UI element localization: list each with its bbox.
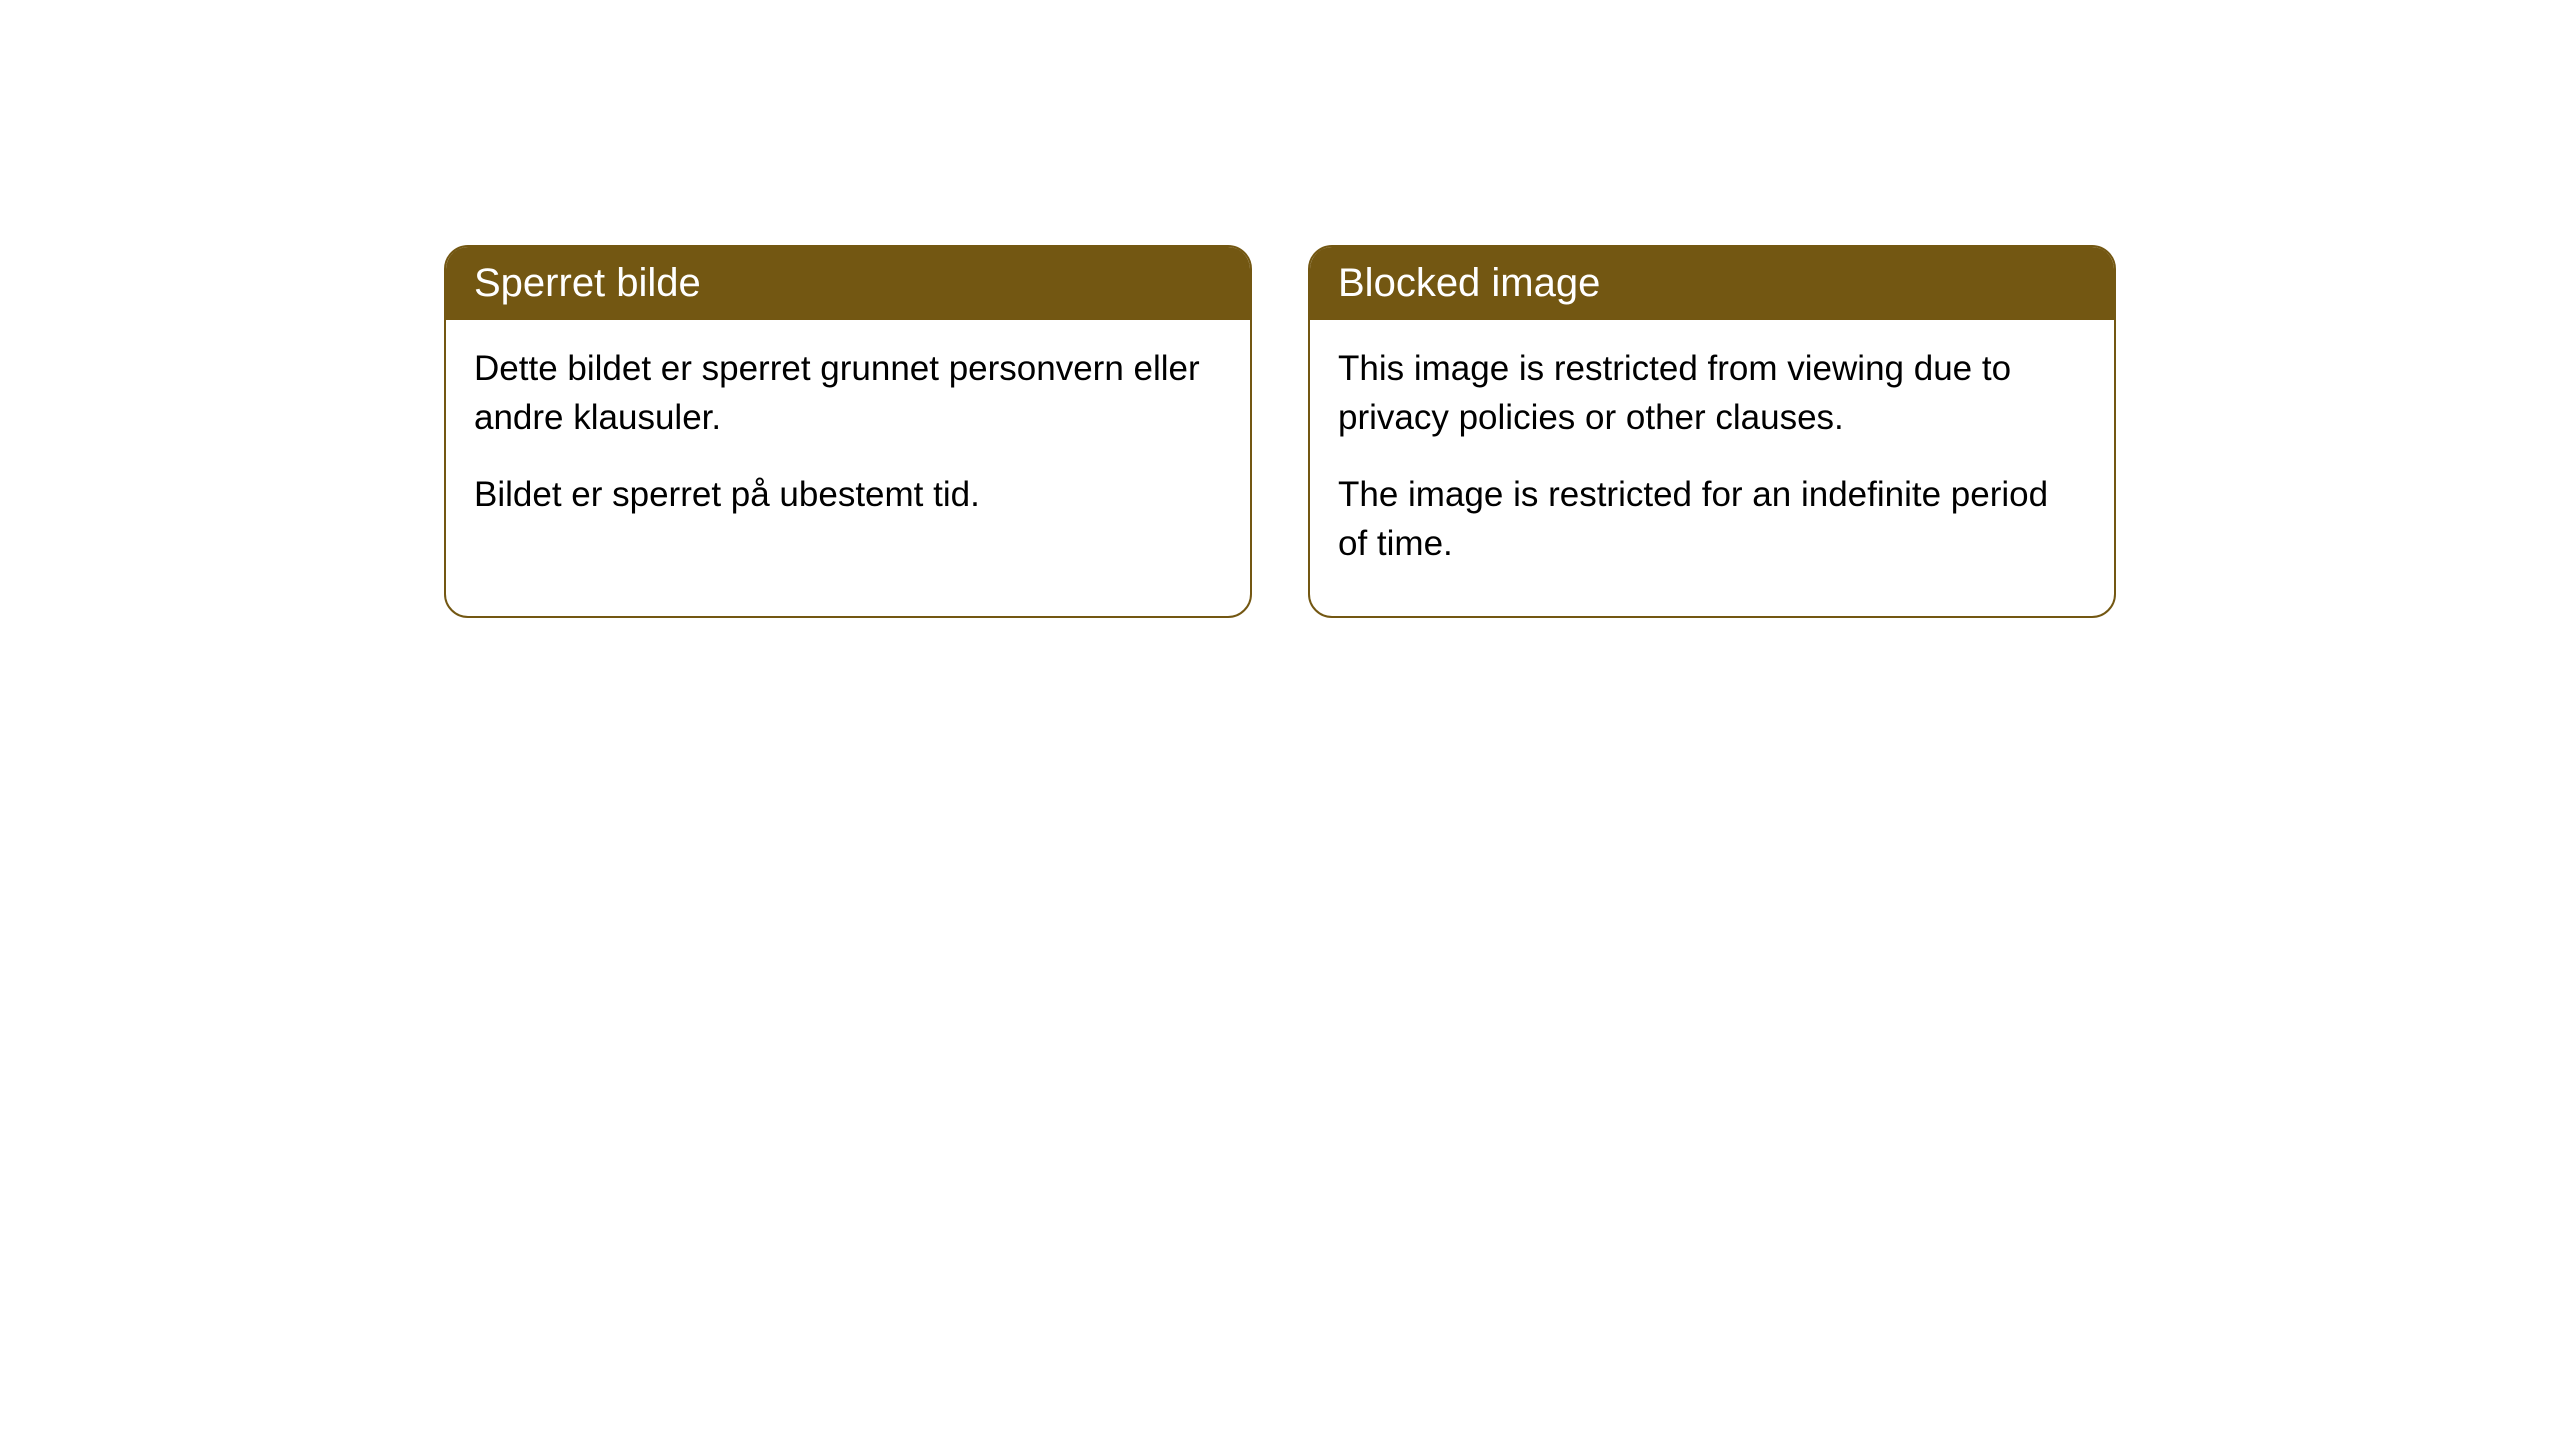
notice-title: Sperret bilde	[474, 261, 701, 305]
notice-paragraph: Dette bildet er sperret grunnet personve…	[474, 344, 1222, 442]
notice-header: Sperret bilde	[446, 247, 1250, 320]
notice-card-norwegian: Sperret bilde Dette bildet er sperret gr…	[444, 245, 1252, 618]
notice-container: Sperret bilde Dette bildet er sperret gr…	[444, 245, 2116, 618]
notice-title: Blocked image	[1338, 261, 1600, 305]
notice-body: This image is restricted from viewing du…	[1310, 320, 2114, 616]
notice-body: Dette bildet er sperret grunnet personve…	[446, 320, 1250, 567]
notice-card-english: Blocked image This image is restricted f…	[1308, 245, 2116, 618]
notice-paragraph: Bildet er sperret på ubestemt tid.	[474, 470, 1222, 519]
notice-paragraph: The image is restricted for an indefinit…	[1338, 470, 2086, 568]
notice-paragraph: This image is restricted from viewing du…	[1338, 344, 2086, 442]
notice-header: Blocked image	[1310, 247, 2114, 320]
